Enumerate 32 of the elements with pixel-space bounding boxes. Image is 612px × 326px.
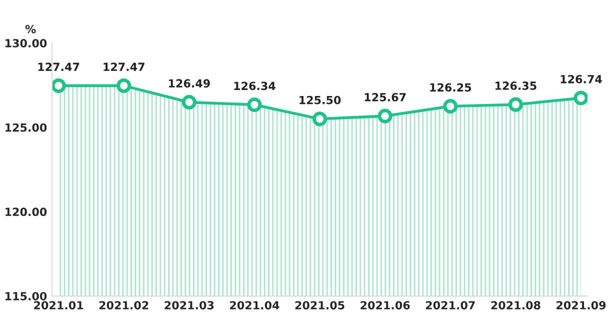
- data-label: 126.35: [496, 82, 536, 90]
- data-label: 126.49: [168, 79, 210, 88]
- point: [182, 94, 196, 110]
- point: [116, 78, 132, 93]
- x-tick-label: 2021.08: [491, 301, 540, 310]
- x-tick-label: 2021.04: [230, 301, 280, 310]
- data-label: 127.47: [104, 62, 144, 71]
- x-tick-label: 2021.03: [164, 301, 214, 310]
- point: [378, 108, 392, 124]
- point: [52, 78, 66, 93]
- point: [443, 98, 458, 114]
- point: [508, 97, 523, 112]
- x-tick-label: 2021.02: [99, 301, 148, 310]
- data-label: 127.47: [38, 62, 80, 71]
- point: [574, 90, 588, 106]
- y-tick-label: 115.00: [6, 292, 47, 300]
- x-tick-label: 2021.06: [360, 301, 410, 310]
- x-tick-label: 2021.09: [556, 301, 606, 310]
- x-tick-label: 2021.07: [426, 301, 475, 310]
- data-label: 125.50: [300, 96, 341, 104]
- point: [247, 97, 262, 112]
- x-tick-label: 2021.05: [295, 301, 344, 310]
- y-tick-label: 125.00: [6, 123, 47, 132]
- y-tick-label: 130.00: [6, 39, 47, 48]
- data-label: 126.25: [430, 83, 472, 92]
- data-label: 125.67: [364, 93, 406, 102]
- y-tick-label: 120.00: [6, 208, 47, 216]
- y-axis-title: %: [25, 24, 36, 34]
- data-label: 126.74: [560, 74, 602, 84]
- point: [312, 112, 328, 126]
- x-tick-label: 2021.01: [34, 301, 84, 310]
- data-label: 126.34: [234, 82, 276, 90]
